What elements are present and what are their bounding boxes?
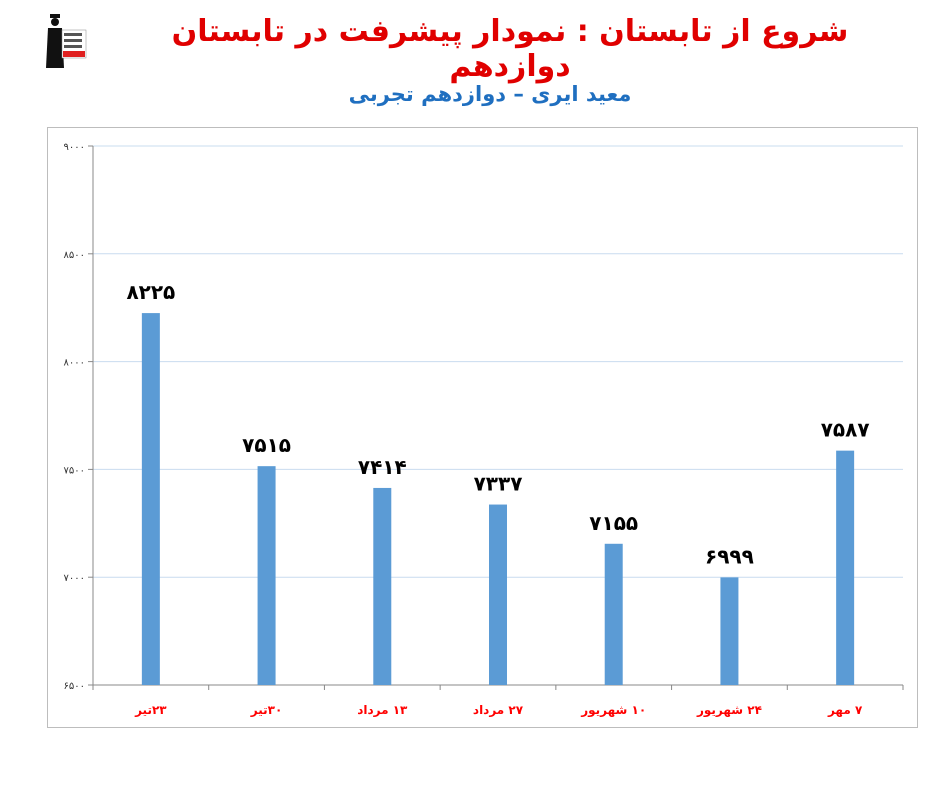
data-label: ۷۱۵۵ [589, 511, 638, 535]
data-label: ۷۴۱۴ [358, 455, 407, 479]
x-tick-label: ۳۰تیر [250, 703, 283, 717]
chart-subtitle: معید ایری – دوازدهم تجربی [348, 82, 632, 106]
x-tick-label: ۲۴ شهریور [696, 703, 762, 718]
chart-frame [47, 127, 918, 728]
y-tick-label: ۶۵۰۰ [64, 681, 85, 692]
y-tick-label: ۸۰۰۰ [64, 358, 85, 369]
y-tick-label: ۸۵۰۰ [64, 250, 85, 261]
bar [720, 577, 739, 685]
bar [489, 504, 507, 685]
bar [257, 466, 276, 685]
bar [373, 487, 392, 685]
bar [836, 450, 855, 685]
data-label: ۶۹۹۹ [705, 544, 754, 568]
data-label: ۷۳۳۷ [474, 472, 523, 496]
x-tick-label: ۲۷ مرداد [473, 703, 524, 717]
logo-icon [46, 14, 87, 68]
x-tick-label: ۲۳تیر [134, 703, 167, 717]
data-label: ۷۵۱۵ [242, 433, 291, 457]
y-tick-label: ۹۰۰۰ [64, 142, 85, 153]
y-tick-label: ۷۵۰۰ [64, 465, 85, 476]
data-label: ۸۲۲۵ [126, 280, 175, 304]
x-tick-label: ۷ مهر [827, 703, 863, 717]
bar [604, 543, 623, 685]
x-tick-label: ۱۰ شهریور [580, 703, 646, 718]
x-tick-label: ۱۳ مرداد [357, 703, 408, 717]
data-label: ۷۵۸۷ [821, 418, 870, 442]
bar [141, 313, 160, 685]
y-tick-label: ۷۰۰۰ [64, 573, 85, 584]
page-title: شروع از تابستان : نمودار پیشرفت در تابست… [171, 14, 849, 84]
